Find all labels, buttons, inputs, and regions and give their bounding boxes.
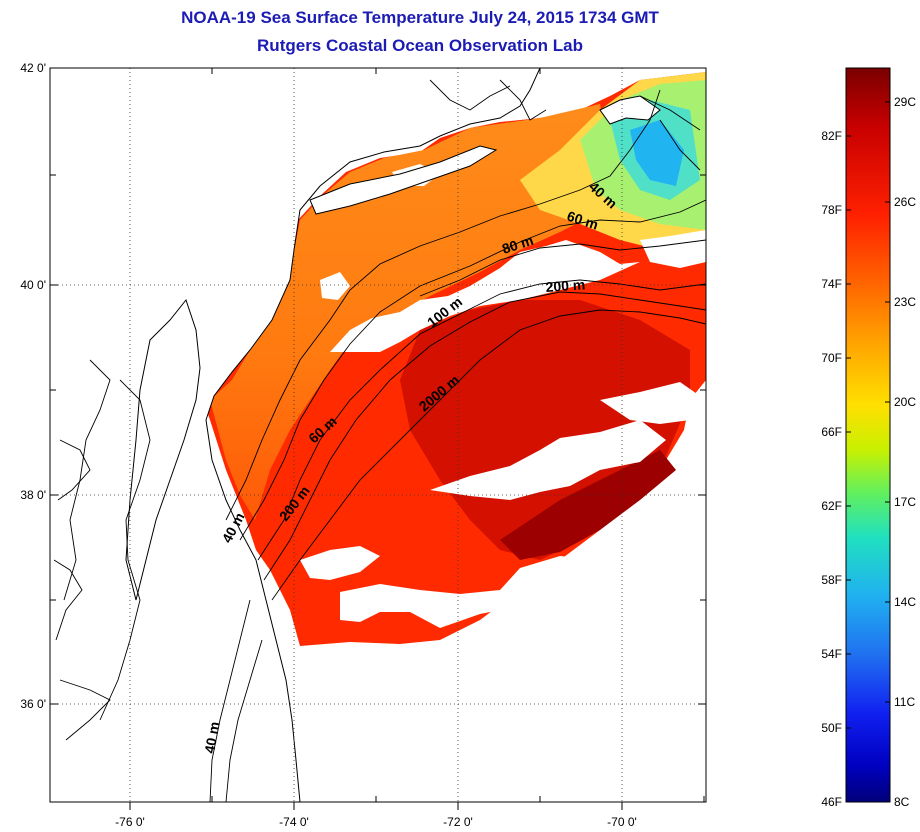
lat-label-40: 40 0' [20, 278, 46, 292]
lon-label-76: -76 0' [115, 815, 145, 829]
lon-label-74: -74 0' [279, 815, 309, 829]
colorbar-label-62f: 62F [821, 499, 842, 513]
colorbar-label-58f: 58F [821, 573, 842, 587]
map-area [50, 68, 706, 802]
cape-cod [599, 95, 661, 125]
colorbar-label-17c: 17C [894, 495, 916, 509]
contour-label-200m-ne: 200 m [545, 276, 586, 295]
inland-waterways [53, 79, 547, 741]
colorbar-label-78f: 78F [821, 203, 842, 217]
colorbar-label-50f: 50F [821, 721, 842, 735]
colorbar-label-82f: 82F [821, 129, 842, 143]
contour-2000m [271, 309, 706, 601]
colorbar-label-74f: 74F [821, 277, 842, 291]
landmass [50, 68, 661, 802]
colorbar-label-11c: 11C [894, 695, 915, 709]
colorbar-label-66f: 66F [821, 425, 842, 439]
lat-label-36: 36 0' [20, 697, 46, 711]
colorbar-label-8c: 8C [894, 795, 910, 809]
long-island [309, 145, 498, 215]
lat-label-38: 38 0' [20, 488, 46, 502]
contour-60m [239, 199, 706, 541]
colorbar-label-54f: 54F [821, 647, 842, 661]
delmarva-inner [125, 298, 201, 601]
colorbar-label-14c: 14C [894, 595, 916, 609]
colorbar-label-20c: 20C [894, 395, 916, 409]
map-frame [49, 67, 707, 803]
map-title-line1: NOAA-19 Sea Surface Temperature July 24,… [181, 8, 659, 27]
map-title-line2: Rutgers Coastal Ocean Observation Lab [257, 36, 583, 55]
contour-80m [419, 239, 706, 297]
colorbar-label-26c: 26C [894, 195, 916, 209]
lon-label-72: -72 0' [443, 815, 473, 829]
contour-label-40m-south: 40 m [201, 720, 222, 754]
colorbar-celsius-labels: 29C 26C 23C 20C 17C 14C 11C 8C [894, 95, 916, 809]
colorbar-label-46f: 46F [821, 795, 842, 809]
graticule [50, 68, 706, 802]
bathymetry-contours [209, 89, 706, 802]
colorbar-label-23c: 23C [894, 295, 916, 309]
longitude-labels: -76 0' -74 0' -72 0' -70 0' [115, 815, 637, 829]
colorbar-label-29c: 29C [894, 95, 916, 109]
shelf-warm-zone [210, 104, 610, 520]
contour-200m [263, 291, 706, 581]
lon-label-70: -70 0' [607, 815, 637, 829]
contour-40m [225, 89, 661, 521]
colorbar-fahrenheit-labels: 82F 78F 74F 70F 66F 62F 58F 54F 50F 46F [821, 129, 842, 809]
latitude-labels: 42 0' 40 0' 38 0' 36 0' [20, 61, 46, 711]
contour-100m [257, 279, 706, 561]
axis-ticks [50, 68, 706, 810]
coastline-east-us [50, 68, 541, 802]
lat-label-42: 42 0' [20, 61, 46, 75]
cloud-mask [300, 164, 706, 628]
colorbar-label-70f: 70F [821, 351, 842, 365]
colorbar [845, 67, 891, 803]
colorbar-ticks [846, 101, 890, 729]
